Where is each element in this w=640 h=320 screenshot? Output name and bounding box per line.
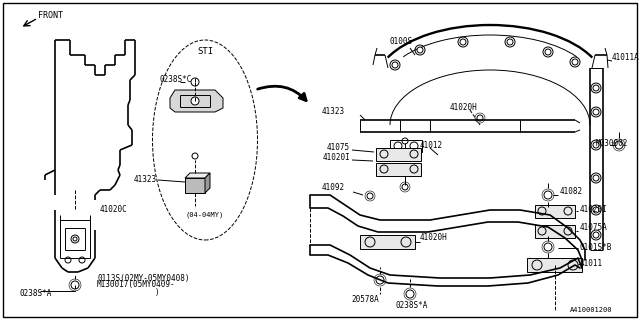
Text: 0238S*C: 0238S*C bbox=[160, 76, 193, 84]
Circle shape bbox=[460, 39, 466, 45]
Circle shape bbox=[73, 237, 77, 241]
Text: 0238S*A: 0238S*A bbox=[20, 289, 52, 298]
Text: 41020I: 41020I bbox=[323, 154, 350, 163]
Circle shape bbox=[572, 59, 578, 65]
Text: 0238S*A: 0238S*A bbox=[395, 300, 428, 309]
Polygon shape bbox=[205, 173, 210, 193]
Text: 41075: 41075 bbox=[327, 143, 350, 153]
Text: 20578A: 20578A bbox=[351, 295, 379, 305]
Text: 41020H: 41020H bbox=[420, 233, 448, 242]
Text: 0101S*B: 0101S*B bbox=[580, 244, 612, 252]
Bar bbox=[360, 235, 415, 249]
Circle shape bbox=[593, 85, 599, 91]
Text: 41323: 41323 bbox=[322, 108, 345, 116]
Text: M030002: M030002 bbox=[596, 139, 628, 148]
Circle shape bbox=[417, 47, 423, 53]
Text: STI: STI bbox=[197, 47, 213, 57]
Circle shape bbox=[593, 109, 599, 115]
Text: A410001200: A410001200 bbox=[570, 307, 612, 313]
Text: 41011A: 41011A bbox=[612, 53, 640, 62]
Polygon shape bbox=[185, 178, 205, 193]
Circle shape bbox=[593, 142, 599, 148]
Circle shape bbox=[545, 49, 551, 55]
Bar bbox=[535, 225, 575, 238]
Polygon shape bbox=[185, 173, 210, 178]
Text: (04-04MY): (04-04MY) bbox=[186, 212, 224, 218]
Text: ): ) bbox=[155, 287, 159, 297]
Text: 0100S: 0100S bbox=[390, 37, 413, 46]
Text: 41075A: 41075A bbox=[580, 223, 608, 233]
Circle shape bbox=[593, 175, 599, 181]
Text: 0113S(02MY-05MY0408): 0113S(02MY-05MY0408) bbox=[97, 274, 189, 283]
Text: 41323: 41323 bbox=[134, 175, 157, 185]
Text: 41020H: 41020H bbox=[450, 102, 477, 111]
Text: M130017(05MY0409-: M130017(05MY0409- bbox=[97, 281, 175, 290]
Text: 41020C: 41020C bbox=[100, 205, 128, 214]
Text: FRONT: FRONT bbox=[38, 11, 63, 20]
Bar bbox=[390, 140, 422, 152]
Circle shape bbox=[593, 207, 599, 213]
Circle shape bbox=[593, 232, 599, 238]
Text: 41082: 41082 bbox=[560, 188, 583, 196]
Polygon shape bbox=[170, 90, 223, 112]
Bar bbox=[535, 205, 575, 218]
Text: 41092: 41092 bbox=[322, 183, 345, 193]
Circle shape bbox=[191, 97, 199, 105]
Text: 41020I: 41020I bbox=[580, 205, 608, 214]
Bar bbox=[376, 148, 421, 161]
Bar bbox=[527, 258, 582, 272]
Text: 41011: 41011 bbox=[580, 260, 603, 268]
Bar bbox=[376, 163, 421, 176]
Circle shape bbox=[392, 62, 398, 68]
Text: 41012: 41012 bbox=[420, 140, 443, 149]
Circle shape bbox=[507, 39, 513, 45]
